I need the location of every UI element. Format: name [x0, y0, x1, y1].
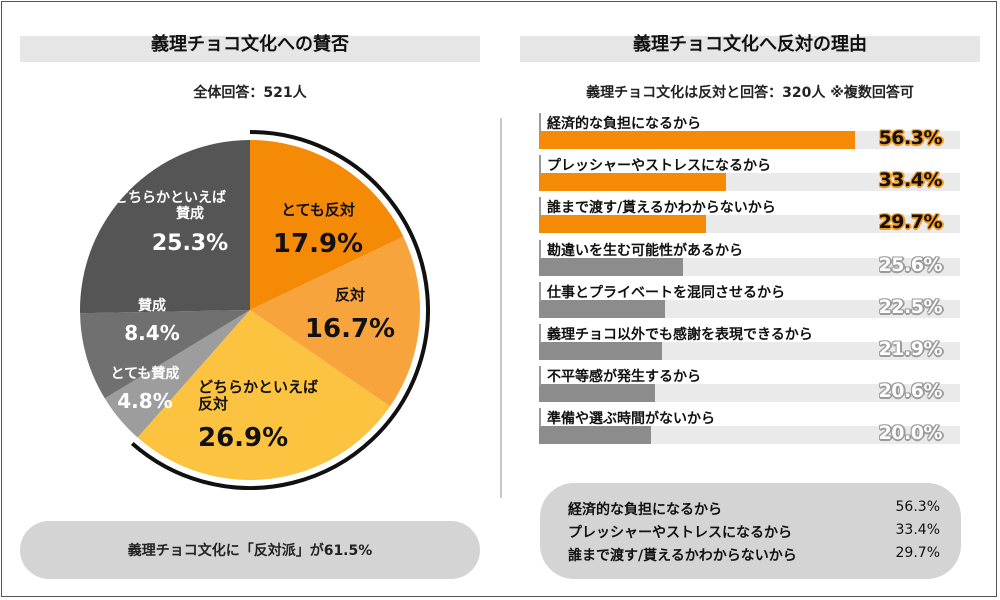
pie-slice-value: 17.9%	[273, 229, 363, 259]
pie-slice-label: 反対	[198, 395, 228, 413]
bar	[539, 426, 652, 445]
right-summary-pill: 経済的な負担になるから 56.3% プレッシャーやストレスになるから 33.4%…	[540, 483, 961, 579]
bar-label-marker	[539, 239, 541, 260]
left-summary-pill: 義理チョコ文化に「反対派」が61.5%	[20, 521, 480, 579]
pie-slice-label: 賛成	[138, 297, 166, 314]
bar-row: プレッシャーやストレスになるから 33.4%	[539, 155, 960, 195]
bar-label-marker	[539, 408, 541, 429]
bar-value-label: 29.7%	[878, 211, 943, 234]
bar-category-label: 不平等感が発生するから	[547, 369, 701, 386]
bar-value-label: 21.9%	[878, 338, 943, 360]
bar	[539, 215, 706, 234]
bar-row: 義理チョコ以外でも感謝を表現できるから 21.9%	[539, 324, 960, 364]
bar-track	[539, 342, 960, 360]
bar-value-label: 20.0%	[878, 422, 943, 445]
pie-slice	[104, 310, 251, 438]
bar-value-label: 22.5%	[878, 295, 943, 318]
bar-category-label: 誰まで渡す/貰えるかわからないから	[547, 200, 776, 217]
summary-value: 29.7%	[895, 545, 940, 561]
summary-label: 経済的な負担になるから	[568, 502, 722, 518]
pie-slice-label: 賛成	[176, 205, 204, 222]
bar-category-label: 準備や選ぶ時間がないから	[547, 411, 715, 428]
bar-track	[539, 384, 960, 403]
pie-slice-value: 8.4%	[124, 321, 179, 345]
bar-label-marker	[539, 324, 541, 344]
bar-category-label: 経済的な負担になるから	[547, 116, 701, 132]
left-title: 義理チョコ文化への賛否	[151, 34, 349, 55]
bar-category-label: 仕事とプライベートを混同させるから	[547, 284, 785, 301]
panel-divider	[500, 118, 502, 498]
bar-label-marker	[539, 366, 541, 387]
pie-slice-value: 16.7%	[305, 314, 395, 344]
pie-slice-label: どちらかといえば	[198, 378, 318, 396]
bar-category-label: 義理チョコ以外でも感謝を表現できるから	[547, 327, 813, 343]
right-subtitle: 義理チョコ文化は反対と回答：320人 ※複数回答可	[586, 85, 914, 101]
pie-slice	[80, 140, 250, 314]
summary-row: 経済的な負担になるから 56.3%	[568, 499, 948, 519]
summary-value: 33.4%	[895, 522, 940, 538]
bar-row: 不平等感が発生するから 20.6%	[539, 366, 960, 406]
bar	[539, 342, 662, 360]
bar	[539, 131, 856, 149]
left-subtitle: 全体回答：521人	[193, 85, 307, 101]
oppose-highlight-arc	[130, 130, 430, 490]
right-title: 義理チョコ文化へ反対の理由	[633, 34, 867, 55]
summary-row: プレッシャーやストレスになるから 33.4%	[568, 522, 948, 542]
bar	[539, 299, 666, 318]
summary-row: 誰まで渡す/貰えるかわからないから 29.7%	[568, 545, 948, 565]
bar	[539, 257, 683, 276]
bar-track	[539, 299, 960, 318]
pie-slice-label: とても反対	[281, 201, 355, 219]
bar-value-label: 56.3%	[878, 127, 943, 149]
bar-label-marker	[539, 155, 541, 176]
pie-slice-value: 4.8%	[117, 389, 172, 413]
pie-slice-value: 26.9%	[198, 423, 288, 453]
pie-chart: とても反対17.9%反対16.7%どちらかといえば反対26.9%とても賛成4.8…	[80, 130, 430, 490]
bar-label-marker	[539, 113, 541, 133]
summary-label: 誰まで渡す/貰えるかわからないから	[568, 548, 797, 564]
pie-slice-label: どちらかといえば	[114, 190, 226, 206]
pie-slice-label: 反対	[335, 286, 365, 304]
bar-track	[539, 173, 960, 192]
pie-slice	[250, 140, 404, 310]
bar-category-label: プレッシャーやストレスになるから	[547, 158, 771, 175]
right-title-band: 義理チョコ文化へ反対の理由	[520, 34, 980, 62]
pie-slice-label: とても賛成	[111, 365, 180, 382]
summary-value: 56.3%	[895, 499, 940, 515]
pie-slice	[250, 236, 420, 407]
bar-label-marker	[539, 197, 541, 218]
bar-track	[539, 131, 960, 149]
bar-value-label: 20.6%	[878, 380, 943, 403]
bar-row: 勘違いを生む可能性があるから 25.6%	[539, 239, 960, 280]
bar-track	[539, 426, 960, 445]
pie-slice	[137, 310, 391, 480]
bar-track	[539, 215, 960, 234]
pie-slice-value: 25.3%	[152, 231, 228, 256]
bar-category-label: 勘違いを生む可能性があるから	[547, 242, 743, 259]
bar-value-label: 25.6%	[878, 253, 943, 276]
left-title-band: 義理チョコ文化への賛否	[20, 34, 480, 62]
summary-label: プレッシャーやストレスになるから	[568, 525, 792, 541]
bar-value-label: 33.4%	[878, 169, 943, 192]
bar-track	[539, 257, 960, 276]
bar-row: 経済的な負担になるから 56.3%	[539, 113, 960, 153]
bar	[539, 173, 727, 192]
bar-row: 誰まで渡す/貰えるかわからないから 29.7%	[539, 197, 960, 237]
bar-label-marker	[539, 281, 541, 302]
pie-slice	[80, 310, 250, 399]
left-summary-text: 義理チョコ文化に「反対派」が61.5%	[127, 543, 373, 559]
bar-row: 仕事とプライベートを混同させるから 22.5%	[539, 281, 960, 322]
bar-row: 準備や選ぶ時間がないから 20.0%	[539, 408, 960, 448]
bar	[539, 384, 655, 403]
